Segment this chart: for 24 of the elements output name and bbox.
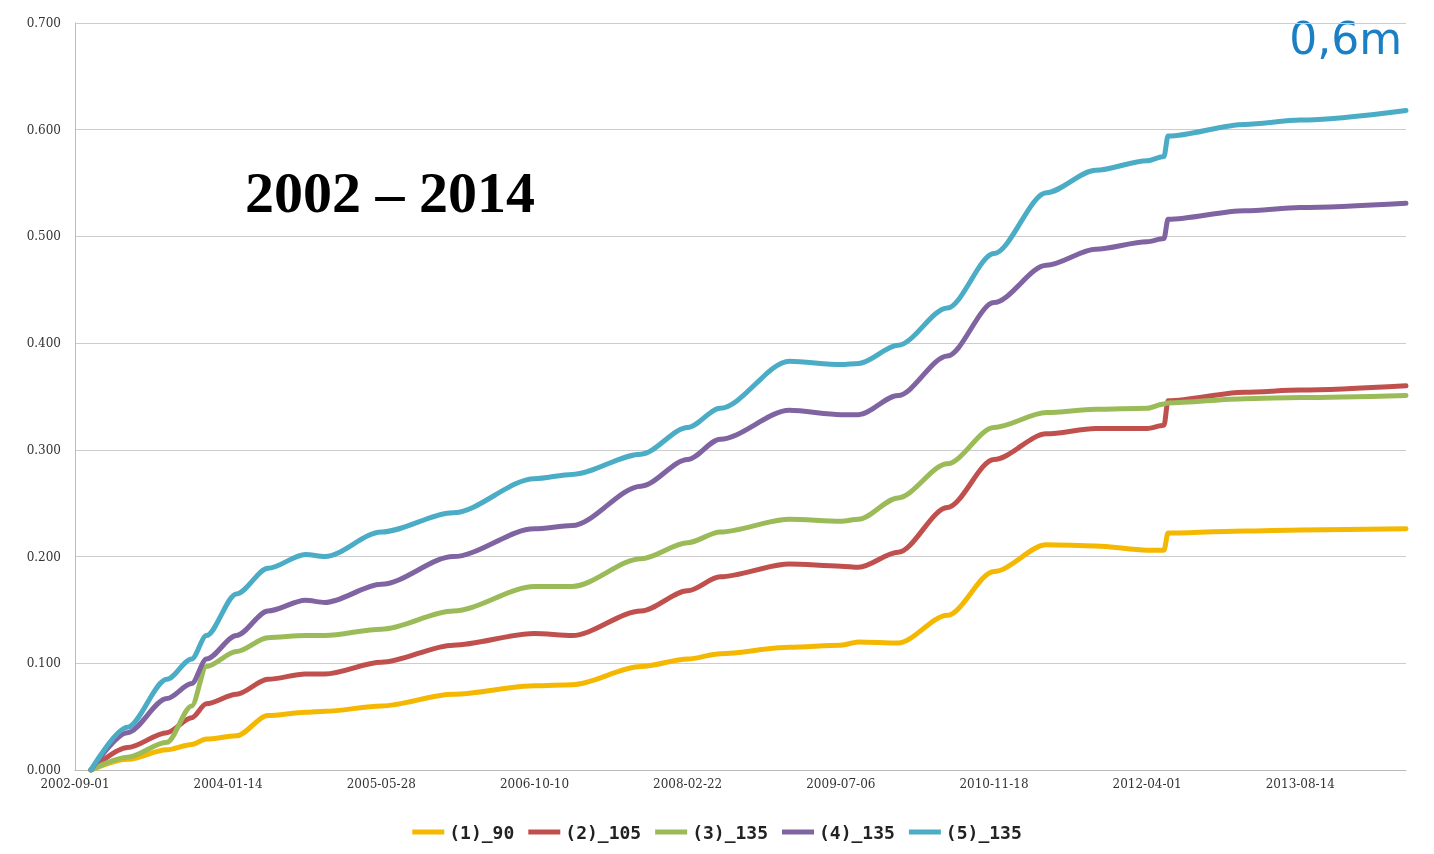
legend-label: (1)_90 [449,821,515,843]
x-tick-label: 2009-07-06 [806,777,876,791]
y-tick-label: 0.400 [26,336,61,351]
y-tick-label: 0.100 [26,656,61,671]
x-tick-label: 2006-10-10 [499,777,570,791]
y-tick-label: 0.000 [26,763,61,777]
x-tick-label: 2004-01-14 [193,777,264,791]
y-tick-label: 0.300 [26,442,61,457]
x-tick-label: 2008-02-22 [653,777,723,791]
legend-label: (3)_135 [692,821,769,843]
annotation: 0,6m [1289,12,1403,64]
legend-label: (5)_135 [945,821,1022,843]
annotation: 2002 – 2014 [245,159,535,225]
y-tick-label: 0.200 [26,549,61,564]
x-tick-label: 2002-09-01 [40,777,110,791]
legend-label: (4)_135 [819,821,895,843]
y-tick-label: 0.500 [26,229,61,244]
x-tick-label: 2010-11-18 [959,777,1029,791]
y-tick-label: 0.700 [26,16,61,30]
y-tick-label: 0.600 [26,122,61,137]
x-tick-label: 2013-08-14 [1265,777,1336,791]
x-tick-label: 2012-04-01 [1112,777,1182,791]
x-tick-label: 2005-05-28 [346,777,416,791]
legend-label: (2)_105 [565,821,642,843]
